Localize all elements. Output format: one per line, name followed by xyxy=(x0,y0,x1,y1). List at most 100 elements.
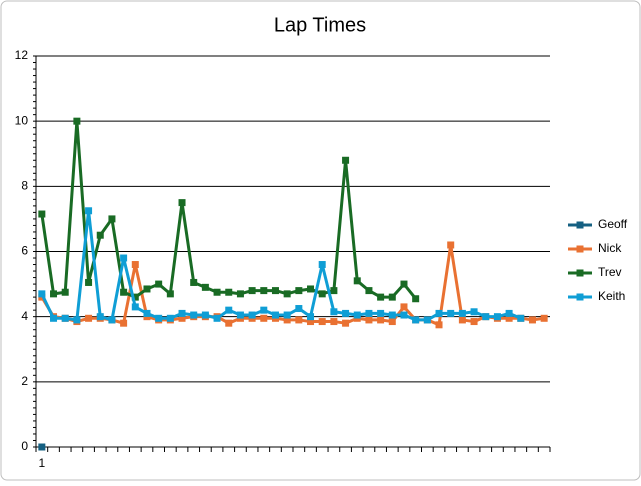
series-marker xyxy=(493,313,501,321)
legend-marker xyxy=(576,269,584,277)
series-marker xyxy=(377,316,385,324)
chart-title: Lap Times xyxy=(274,14,366,36)
series-marker xyxy=(225,306,233,314)
series-marker xyxy=(365,287,373,295)
series-marker xyxy=(458,309,466,317)
series-marker xyxy=(143,285,151,293)
series-marker xyxy=(283,316,291,324)
series-marker xyxy=(96,231,104,239)
series-marker xyxy=(505,314,513,322)
series-marker xyxy=(353,311,361,319)
legend-label: Keith xyxy=(598,289,625,303)
legend-marker xyxy=(576,245,584,253)
series-marker xyxy=(225,319,233,327)
series-marker xyxy=(400,280,408,288)
series-marker xyxy=(260,314,268,322)
series-marker xyxy=(447,309,455,317)
legend-label: Trev xyxy=(598,265,622,279)
series-marker xyxy=(131,293,139,301)
series-marker xyxy=(73,117,81,125)
legend-marker xyxy=(576,293,584,301)
series-marker xyxy=(143,309,151,317)
series-marker xyxy=(470,318,478,326)
series-marker xyxy=(271,287,279,295)
series-marker xyxy=(190,278,198,286)
series-marker xyxy=(120,254,128,262)
series-marker xyxy=(271,311,279,319)
series-marker xyxy=(73,316,81,324)
series-marker xyxy=(307,285,315,293)
series-marker xyxy=(85,207,93,215)
series-marker xyxy=(388,293,396,301)
series-marker xyxy=(85,314,93,322)
y-tick-label: 10 xyxy=(15,113,29,127)
series-marker xyxy=(38,443,46,451)
y-tick-label: 0 xyxy=(21,439,28,453)
series-marker xyxy=(330,318,338,326)
x-tick-label: 1 xyxy=(38,456,45,470)
y-tick-label: 4 xyxy=(21,309,28,323)
legend-label: Nick xyxy=(598,241,622,255)
series-marker xyxy=(201,283,209,291)
series-marker xyxy=(365,316,373,324)
series-marker xyxy=(155,280,163,288)
series-marker xyxy=(108,215,116,223)
series-marker xyxy=(505,309,513,317)
series-marker xyxy=(201,311,209,319)
series-marker xyxy=(307,318,315,326)
series-marker xyxy=(178,309,186,317)
series-marker xyxy=(342,319,350,327)
series-marker xyxy=(225,288,233,296)
series-marker xyxy=(458,316,466,324)
series-marker xyxy=(517,314,525,322)
y-tick-label: 6 xyxy=(21,244,28,258)
series-marker xyxy=(435,309,443,317)
series-marker xyxy=(108,316,116,324)
series-marker xyxy=(166,314,174,322)
series-marker xyxy=(412,295,420,303)
series-marker xyxy=(353,277,361,285)
series-marker xyxy=(178,314,186,322)
series-marker xyxy=(470,308,478,316)
series-marker xyxy=(377,309,385,317)
series-marker xyxy=(388,318,396,326)
y-tick-label: 2 xyxy=(21,374,28,388)
series-marker xyxy=(260,306,268,314)
series-marker xyxy=(447,241,455,249)
series-marker xyxy=(330,308,338,316)
series-marker xyxy=(482,313,490,321)
series-marker xyxy=(190,311,198,319)
series-marker xyxy=(295,287,303,295)
series-marker xyxy=(400,311,408,319)
series-marker xyxy=(283,311,291,319)
series-marker xyxy=(85,278,93,286)
series-marker xyxy=(342,156,350,164)
series-marker xyxy=(528,316,536,324)
series-marker xyxy=(131,261,139,269)
series-marker xyxy=(318,290,326,298)
series-marker xyxy=(96,313,104,321)
series-marker xyxy=(283,290,291,298)
series-marker xyxy=(166,290,174,298)
series-marker xyxy=(50,314,58,322)
series-marker xyxy=(365,309,373,317)
series-marker xyxy=(178,199,186,207)
series-line xyxy=(40,243,545,327)
series-marker xyxy=(388,311,396,319)
series-marker xyxy=(61,288,69,296)
legend-marker xyxy=(576,221,584,229)
series-marker xyxy=(131,303,139,311)
series-marker xyxy=(435,321,443,329)
series-marker xyxy=(38,290,46,298)
series-marker xyxy=(318,318,326,326)
series-marker xyxy=(400,303,408,311)
series-marker xyxy=(318,261,326,269)
y-tick-label: 12 xyxy=(15,48,29,62)
series-marker xyxy=(295,316,303,324)
series-marker xyxy=(213,288,221,296)
series-marker xyxy=(307,313,315,321)
series-marker xyxy=(412,316,420,324)
series-marker xyxy=(120,288,128,296)
